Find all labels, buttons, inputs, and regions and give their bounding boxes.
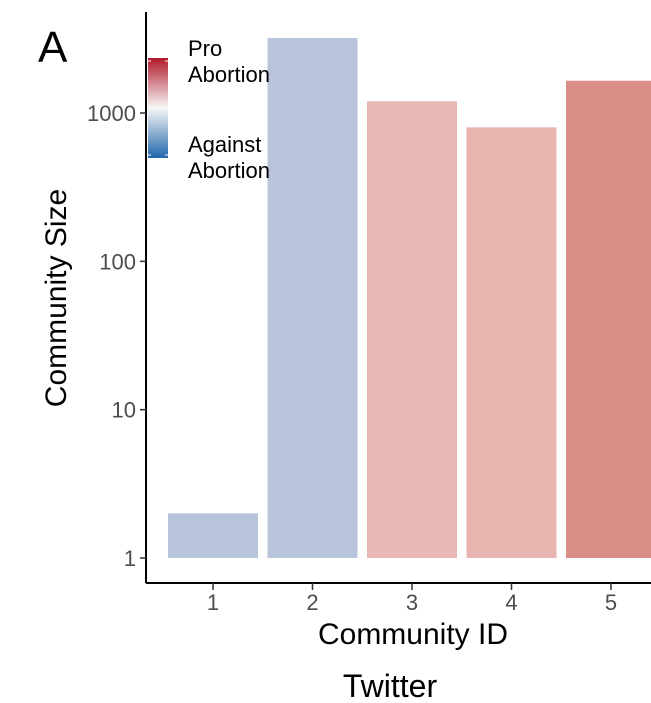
x-tick-label: 3 [406, 590, 418, 615]
legend-top-label-line2: Abortion [188, 62, 270, 87]
legend-top-label-line1: Pro [188, 36, 222, 61]
bar-community-4 [466, 127, 557, 558]
x-ticks-group: 1 2 3 4 5 [207, 583, 617, 615]
y-axis-title: Community Size [40, 189, 73, 407]
y-ticks-group: 1 10 100 1000 [87, 101, 146, 571]
x-tick-label: 2 [306, 590, 318, 615]
bar-community-5 [566, 80, 651, 559]
bar-community-1 [168, 513, 258, 558]
legend-bottom-label-line2: Abortion [188, 158, 270, 183]
panel-label: A [38, 23, 68, 72]
legend: Pro Abortion Against Abortion [148, 36, 270, 183]
y-tick-label: 100 [99, 249, 136, 274]
bar-community-2 [267, 38, 358, 559]
legend-colorbar [148, 58, 168, 158]
legend-bottom-label-line1: Against [188, 132, 261, 157]
y-tick-label: 10 [112, 398, 136, 423]
bar-community-3 [367, 101, 457, 558]
y-tick-label: 1 [124, 546, 136, 571]
figure-caption: Twitter [343, 668, 438, 703]
y-tick-label: 1000 [87, 101, 136, 126]
x-tick-label: 1 [207, 590, 219, 615]
x-tick-label: 4 [505, 590, 517, 615]
x-tick-label: 5 [605, 590, 617, 615]
bars-group [168, 38, 651, 559]
x-axis-title: Community ID [318, 618, 508, 651]
